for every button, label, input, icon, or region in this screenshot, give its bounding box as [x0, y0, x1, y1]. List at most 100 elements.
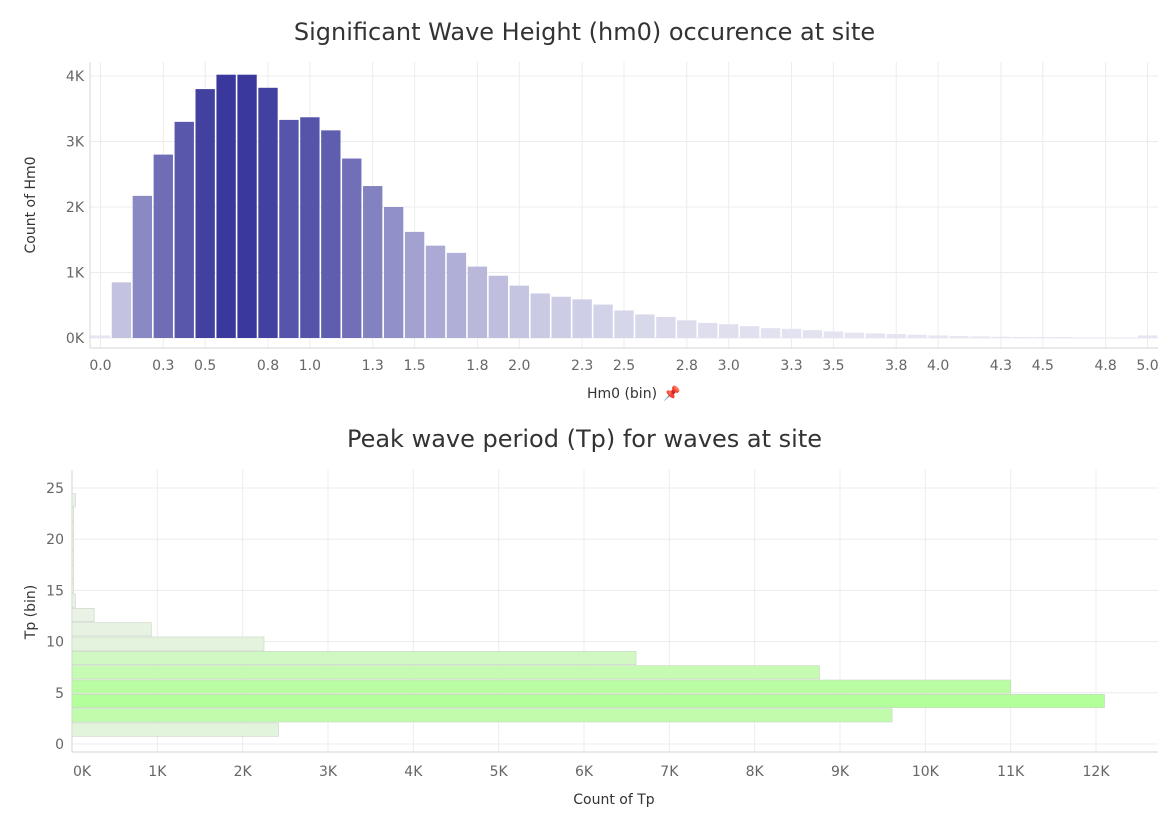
tp-bar[interactable]	[71, 651, 637, 665]
chart1-xtick: 4.8	[1095, 358, 1117, 374]
hm0-bar[interactable]	[1137, 335, 1158, 338]
hm0-bar[interactable]	[132, 195, 153, 338]
chart1-xtick: 3.5	[822, 358, 844, 374]
hm0-bar[interactable]	[802, 330, 823, 338]
hm0-bar[interactable]	[467, 266, 488, 338]
chart1-xtick: 0.0	[89, 358, 111, 374]
hm0-bar[interactable]	[970, 336, 990, 338]
hm0-bar[interactable]	[865, 333, 885, 338]
hm0-bar[interactable]	[258, 87, 278, 338]
chart2-xtick: 0K	[73, 764, 92, 780]
hm0-bar[interactable]	[991, 336, 1011, 338]
tp-bar[interactable]	[71, 636, 265, 651]
chart2-xtick: 1K	[148, 764, 167, 780]
tp-bar[interactable]	[71, 507, 74, 522]
tp-bar[interactable]	[71, 521, 74, 536]
chart1-xtick: 2.0	[508, 358, 530, 374]
hm0-bar[interactable]	[404, 231, 425, 338]
hm0-bar[interactable]	[174, 121, 194, 338]
chart1-ytick: 4K	[66, 69, 85, 85]
hm0-bar[interactable]	[698, 322, 718, 338]
chart1-xtick: 1.5	[403, 358, 425, 374]
tp-bar[interactable]	[71, 564, 74, 579]
hm0-bar[interactable]	[90, 335, 111, 338]
tp-bar[interactable]	[71, 593, 76, 608]
hm0-bar[interactable]	[677, 320, 697, 338]
hm0-histogram-chart: Count of Hm0 Hm0 (bin) 📌 0K 1K 2K 3K 4K 0.0 0.…	[23, 62, 1159, 402]
hm0-bar[interactable]	[1012, 337, 1032, 339]
chart1-ylabel: Count of Hm0	[23, 156, 39, 253]
tp-bar[interactable]	[71, 550, 74, 565]
chart2-xtick: 5K	[490, 764, 509, 780]
tp-bar[interactable]	[71, 579, 74, 594]
hm0-bar[interactable]	[949, 336, 969, 338]
hm0-bar[interactable]	[383, 207, 404, 338]
hm0-bar[interactable]	[823, 331, 844, 338]
hm0-bar[interactable]	[928, 335, 948, 338]
chart1-xtick: 3.3	[780, 358, 802, 374]
tp-bar[interactable]	[71, 708, 893, 723]
chart1-xtick: 4.3	[990, 358, 1012, 374]
chart2-xtick: 6K	[575, 764, 594, 780]
pin-icon[interactable]: 📌	[663, 384, 681, 402]
hm0-bar[interactable]	[342, 158, 362, 338]
hm0-bar[interactable]	[739, 326, 760, 338]
chart2-xtick: 9K	[831, 764, 850, 780]
hm0-bar[interactable]	[593, 304, 613, 338]
chart2-ytick: 5	[55, 686, 64, 702]
hm0-bar[interactable]	[195, 89, 215, 338]
chart2-ytick: 25	[46, 481, 64, 497]
hm0-bar[interactable]	[509, 285, 529, 338]
hm0-bar[interactable]	[425, 245, 446, 338]
tp-bar[interactable]	[71, 493, 76, 508]
hm0-bar[interactable]	[446, 252, 467, 338]
chart1-xtick: 4.5	[1032, 358, 1054, 374]
hm0-bar[interactable]	[886, 334, 906, 338]
chart1-xtick: 1.3	[362, 358, 384, 374]
hm0-bar[interactable]	[844, 332, 865, 338]
tp-bar[interactable]	[71, 679, 1011, 694]
tp-bar[interactable]	[71, 722, 279, 737]
chart2-ytick: 20	[46, 532, 64, 548]
hm0-bar[interactable]	[635, 314, 655, 338]
hm0-bar[interactable]	[719, 324, 739, 338]
tp-bar[interactable]	[71, 665, 820, 680]
hm0-bar[interactable]	[279, 119, 299, 338]
hm0-bar[interactable]	[1033, 337, 1053, 339]
hm0-bar[interactable]	[488, 275, 509, 338]
chart1-ytick: 3K	[66, 135, 85, 151]
hm0-bar[interactable]	[321, 130, 341, 338]
hm0-bar[interactable]	[216, 74, 236, 338]
hm0-bar[interactable]	[760, 328, 781, 338]
chart1-ytick: 2K	[66, 200, 85, 216]
hm0-bar[interactable]	[551, 296, 571, 338]
chart2-ytick: 10	[46, 635, 64, 651]
tp-bar[interactable]	[71, 622, 152, 637]
chart1-xtick: 4.0	[927, 358, 949, 374]
hm0-bar[interactable]	[572, 299, 592, 338]
hm0-bar[interactable]	[907, 334, 927, 338]
tp-bar[interactable]	[71, 694, 1105, 708]
hm0-bar[interactable]	[111, 282, 132, 338]
chart2-ylabel: Tp (bin)	[23, 585, 39, 640]
hm0-bar[interactable]	[530, 293, 550, 338]
hm0-bar[interactable]	[1054, 337, 1074, 339]
hm0-bar[interactable]	[1116, 337, 1137, 339]
chart1-xtick: 3.8	[885, 358, 907, 374]
hm0-bar[interactable]	[1095, 337, 1116, 339]
chart1-xtick: 0.3	[152, 358, 174, 374]
chart1-xtick: 0.5	[194, 358, 216, 374]
hm0-bar[interactable]	[363, 186, 383, 338]
hm0-bar[interactable]	[1075, 337, 1095, 339]
tp-bar[interactable]	[71, 536, 74, 551]
chart1-xlabel: Hm0 (bin)	[587, 386, 657, 402]
hm0-bar[interactable]	[153, 154, 173, 338]
chart2-xlabel: Count of Tp	[573, 792, 655, 808]
hm0-bar[interactable]	[614, 310, 634, 338]
hm0-bar[interactable]	[300, 117, 320, 338]
chart1-xtick: 1.8	[466, 358, 488, 374]
tp-bar[interactable]	[71, 608, 95, 622]
hm0-bar[interactable]	[237, 74, 257, 338]
hm0-bar[interactable]	[656, 317, 676, 338]
hm0-bar[interactable]	[781, 328, 802, 338]
